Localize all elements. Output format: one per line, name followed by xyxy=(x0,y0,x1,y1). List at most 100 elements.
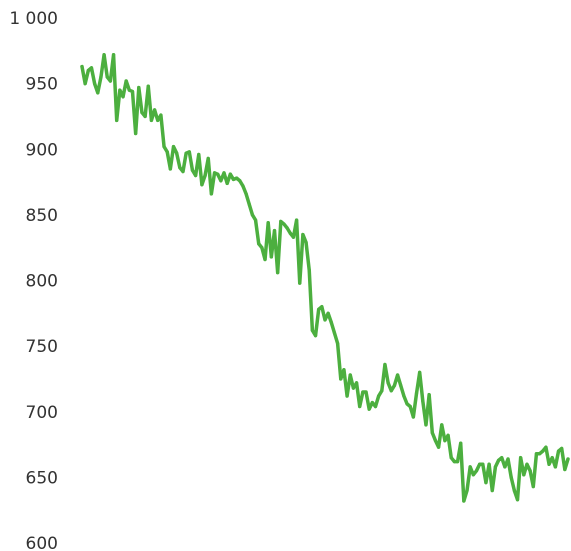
data-point xyxy=(459,441,463,445)
data-point xyxy=(209,192,213,196)
data-point xyxy=(206,156,210,161)
data-point xyxy=(440,423,444,427)
data-point xyxy=(493,465,498,469)
data-point xyxy=(156,118,160,122)
data-point xyxy=(253,218,258,222)
data-point xyxy=(326,311,330,315)
data-point xyxy=(487,462,491,466)
data-point xyxy=(96,91,100,95)
data-point xyxy=(108,79,112,83)
data-point xyxy=(149,118,154,122)
data-point xyxy=(354,381,359,385)
data-point xyxy=(323,318,327,322)
data-point xyxy=(238,179,242,183)
data-point xyxy=(509,475,513,479)
data-point xyxy=(140,110,144,115)
data-point xyxy=(127,88,131,92)
data-point xyxy=(421,399,425,403)
data-point xyxy=(216,172,220,176)
data-point xyxy=(269,255,273,259)
data-point xyxy=(175,151,179,155)
data-point xyxy=(124,79,128,83)
data-point xyxy=(105,75,109,79)
data-point xyxy=(547,462,551,466)
data-point xyxy=(276,271,280,275)
data-point xyxy=(553,465,557,469)
data-point xyxy=(395,373,400,377)
data-point xyxy=(247,202,251,206)
data-point xyxy=(418,370,422,374)
data-point xyxy=(241,184,245,188)
data-point xyxy=(244,192,248,196)
data-point xyxy=(408,404,412,409)
data-point xyxy=(484,481,488,485)
data-point xyxy=(222,171,226,175)
y-tick-label: 950 xyxy=(26,75,58,95)
data-point xyxy=(130,89,135,94)
data-point xyxy=(550,456,554,460)
data-point xyxy=(345,394,349,398)
data-point xyxy=(266,221,270,225)
y-tick-label: 850 xyxy=(26,206,58,226)
data-point xyxy=(424,423,428,427)
data-point xyxy=(285,226,289,230)
data-point xyxy=(197,152,201,157)
data-point xyxy=(399,383,403,388)
data-point xyxy=(184,151,188,155)
data-point xyxy=(402,394,406,398)
data-point xyxy=(102,53,106,57)
data-point xyxy=(291,235,296,239)
data-point xyxy=(152,108,157,112)
data-point xyxy=(541,449,545,453)
data-point xyxy=(405,402,409,406)
data-point xyxy=(279,219,283,224)
data-point xyxy=(348,373,352,377)
data-point xyxy=(411,415,415,419)
data-point xyxy=(304,240,308,245)
series-layer xyxy=(80,53,570,503)
data-point xyxy=(93,82,97,86)
data-point xyxy=(503,465,507,469)
data-point xyxy=(171,145,176,149)
data-point xyxy=(414,391,419,395)
data-point xyxy=(377,394,381,398)
data-point xyxy=(118,88,122,92)
y-tick-label: 900 xyxy=(26,140,58,160)
data-point xyxy=(474,469,479,473)
data-point xyxy=(301,232,305,237)
data-point xyxy=(272,229,277,233)
data-point xyxy=(178,166,182,170)
data-point xyxy=(219,179,223,183)
data-point xyxy=(496,458,501,462)
data-point xyxy=(282,222,286,226)
data-point xyxy=(367,407,371,411)
data-point xyxy=(143,114,147,119)
data-point xyxy=(320,305,324,309)
data-point xyxy=(115,118,119,122)
data-point xyxy=(83,82,87,86)
data-point xyxy=(506,457,510,461)
data-point xyxy=(556,449,561,453)
data-point xyxy=(307,268,311,272)
data-point xyxy=(313,334,318,338)
data-point xyxy=(231,177,236,182)
data-point xyxy=(288,231,292,235)
data-point xyxy=(449,456,453,460)
data-point xyxy=(250,213,255,217)
y-tick-label: 750 xyxy=(26,337,58,357)
data-point xyxy=(455,460,460,464)
data-point xyxy=(563,467,567,472)
data-point xyxy=(317,307,321,311)
data-point xyxy=(200,183,204,187)
data-point xyxy=(500,456,504,460)
y-tick-label: 600 xyxy=(26,534,58,551)
data-point xyxy=(515,498,520,502)
data-point xyxy=(168,167,172,171)
data-point xyxy=(162,145,166,149)
data-point xyxy=(462,499,466,503)
data-point xyxy=(121,95,125,99)
data-point xyxy=(351,386,355,390)
y-tick-label: 700 xyxy=(26,403,58,423)
data-point xyxy=(452,460,456,464)
data-point xyxy=(471,473,475,477)
